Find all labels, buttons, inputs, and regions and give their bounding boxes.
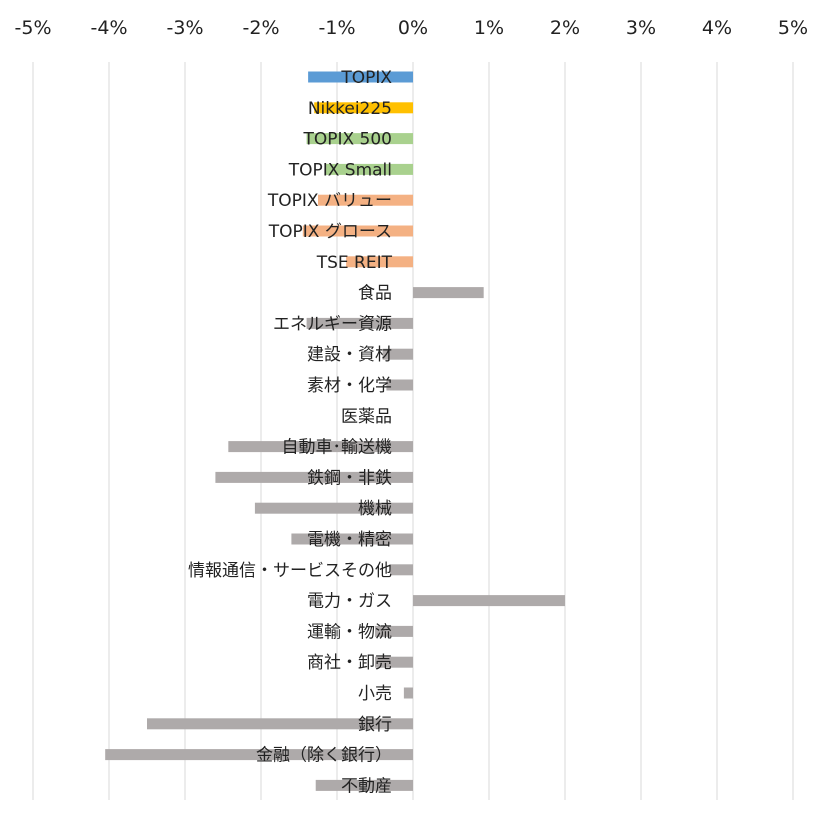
category-label: TOPIX — [340, 68, 392, 88]
category-label: 鉄鋼・非鉄 — [307, 468, 392, 488]
category-label: TOPIX Small — [288, 160, 392, 180]
bar — [403, 687, 413, 699]
category-label: エネルギー資源 — [273, 314, 392, 334]
x-tick-label: 3% — [626, 17, 656, 39]
x-tick-label: -5% — [15, 17, 52, 39]
bar — [382, 348, 413, 360]
x-tick-label: 5% — [778, 17, 808, 39]
category-label: TOPIX バリュー — [267, 191, 392, 211]
category-label: 商社・卸売 — [307, 653, 392, 673]
x-tick-label: -2% — [243, 17, 280, 39]
category-label: 医薬品 — [341, 407, 392, 427]
x-tick-label: 2% — [550, 17, 580, 39]
category-label: 電力・ガス — [307, 592, 392, 612]
bar — [375, 656, 413, 668]
category-label: 機械 — [358, 499, 392, 519]
bar — [105, 749, 413, 761]
bar — [291, 533, 413, 545]
category-label: TOPIX グロース — [268, 222, 392, 242]
bar — [375, 625, 413, 637]
category-labels: TOPIX Nikkei225 TOPIX 500 TOPIX Small TOPIX … — [188, 68, 393, 796]
bar — [215, 471, 413, 483]
category-label: 電機・精密 — [307, 530, 392, 550]
x-axis-tick-labels: -5% -4% -3% -2% -1% 0% 1% 2% 3% 4% 5% — [15, 17, 809, 39]
bar — [413, 287, 484, 299]
category-label: 小売 — [358, 684, 392, 704]
bar — [302, 225, 413, 237]
category-label: TOPIX 500 — [302, 130, 392, 150]
bar — [318, 194, 413, 206]
x-tick-label: -1% — [319, 17, 356, 39]
bar — [315, 779, 413, 791]
bar — [306, 317, 413, 329]
bar — [314, 102, 413, 114]
category-label: 情報通信・サービスその他 — [188, 561, 392, 581]
category-label: Nikkei225 — [308, 99, 392, 119]
bar — [386, 379, 413, 391]
bar — [325, 163, 413, 175]
category-label: 金融（除く銀行） — [256, 746, 392, 766]
bars — [105, 71, 565, 791]
category-label: 運輸・物流 — [307, 622, 392, 642]
bar — [147, 718, 413, 730]
category-label: 建設・資材 — [307, 345, 392, 365]
x-tick-label: -3% — [167, 17, 204, 39]
bar — [390, 564, 413, 576]
bar — [346, 256, 413, 268]
bar — [254, 502, 413, 514]
bar — [306, 133, 413, 145]
category-label: 素材・化学 — [307, 376, 392, 396]
x-tick-label: -4% — [91, 17, 128, 39]
category-label: 自動車･輸送機 — [282, 438, 393, 458]
x-tick-label: 4% — [702, 17, 732, 39]
x-tick-label: 0% — [398, 17, 428, 39]
gridlines — [32, 62, 794, 800]
category-label: 銀行 — [358, 715, 392, 735]
bar — [228, 441, 413, 453]
category-label: 食品 — [358, 284, 392, 304]
category-label: TSE REIT — [316, 253, 393, 273]
bar — [308, 71, 413, 83]
x-tick-label: 1% — [474, 17, 504, 39]
bar — [413, 595, 565, 607]
category-label: 不動産 — [341, 776, 392, 796]
